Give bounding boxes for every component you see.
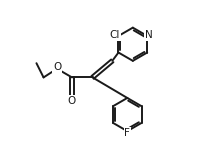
Text: Cl: Cl — [109, 30, 120, 40]
Text: N: N — [145, 30, 152, 40]
Text: O: O — [53, 62, 61, 73]
Text: F: F — [124, 128, 130, 138]
Text: O: O — [68, 96, 76, 106]
